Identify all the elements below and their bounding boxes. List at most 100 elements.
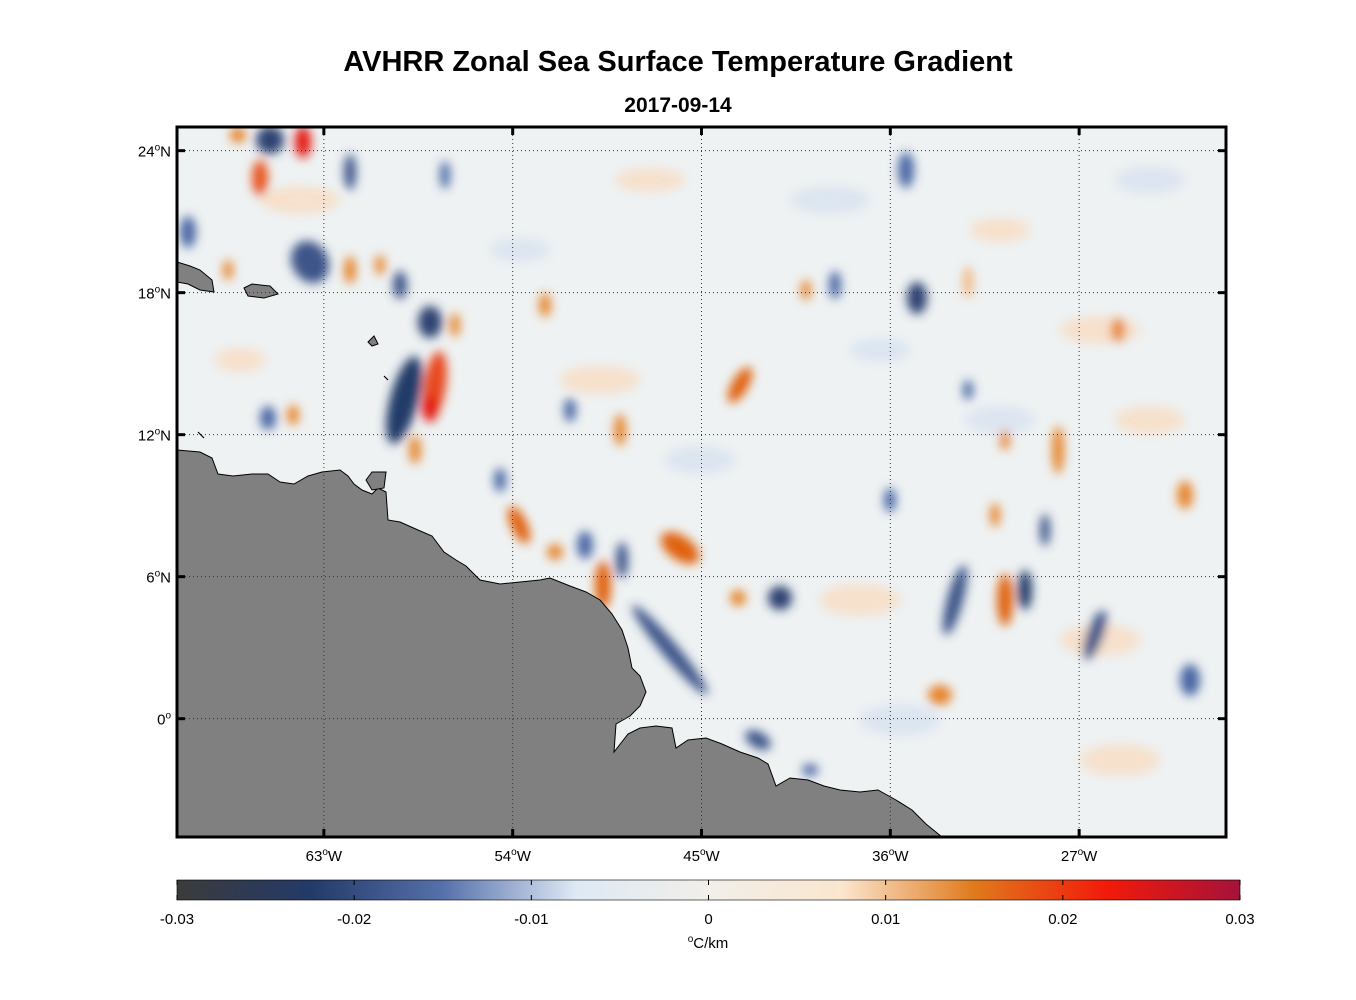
colorbar-tick-label: 0.01 <box>871 911 900 928</box>
plot-area <box>177 127 1226 837</box>
field-patch <box>829 271 841 299</box>
field-patch <box>577 531 593 559</box>
field-patch <box>801 280 811 300</box>
lon-tick-label: 45oW <box>683 847 720 865</box>
island-small-1 <box>383 375 389 381</box>
field-patch <box>665 446 735 474</box>
field-patch <box>409 436 421 464</box>
field-patch <box>180 216 196 248</box>
colorbar-tick-label: 0.02 <box>1048 911 1077 928</box>
field-patch <box>290 240 330 284</box>
field-patch <box>507 506 531 544</box>
field-patch <box>1115 166 1185 194</box>
field-patch <box>1115 406 1185 434</box>
field-patch <box>884 488 896 512</box>
field-patch <box>730 590 746 606</box>
field-patch <box>802 764 818 776</box>
lat-tick-label: 24oN <box>138 143 171 161</box>
lon-tick-label: 36oW <box>872 847 909 865</box>
field-patch <box>295 127 311 158</box>
south-america-land <box>177 449 943 837</box>
field-patch <box>393 271 407 299</box>
field-patch <box>820 584 900 616</box>
field-patch <box>614 414 626 446</box>
degree-mark: o <box>687 934 694 945</box>
field-patch <box>223 260 233 280</box>
field-patch <box>850 338 910 362</box>
field-patch <box>963 266 973 298</box>
field-patch <box>898 152 914 188</box>
field-patch <box>907 282 927 314</box>
gradient-field <box>180 127 1200 776</box>
lat-tick-label: 18oN <box>138 285 171 303</box>
land-masses <box>177 261 943 837</box>
field-patch <box>344 154 356 190</box>
field-patch <box>260 406 276 430</box>
field-patch <box>375 255 385 275</box>
axis-labels: 24oN 18oN 12oN 6oN 0o 63oW 54oW 45oW 36oW 27oW <box>138 143 1098 865</box>
field-patch <box>1180 664 1200 696</box>
field-patch <box>1080 744 1160 776</box>
lat-tick-label: 6oN <box>146 569 171 587</box>
field-patch <box>344 256 356 284</box>
field-patch <box>1018 570 1032 610</box>
field-patch <box>560 366 640 394</box>
colorbar-tick-label: -0.03 <box>160 911 194 928</box>
axis-ticks <box>177 127 1226 837</box>
field-patch <box>418 306 442 338</box>
lat-tick-label: 0o <box>157 711 171 729</box>
field-patch <box>942 565 968 635</box>
units-text: C/km <box>693 935 729 952</box>
island-hispaniola <box>177 261 215 293</box>
field-patch <box>1083 610 1107 660</box>
lon-tick-label: 27oW <box>1061 847 1098 865</box>
map-subtitle: 2017-09-14 <box>624 94 732 117</box>
field-patch <box>616 542 628 578</box>
field-patch <box>1060 316 1140 344</box>
field-patch <box>965 406 1035 434</box>
colorbar: -0.03 -0.02 -0.01 0 0.01 0.02 0.03 <box>160 879 1255 928</box>
lon-tick-label: 63oW <box>306 847 343 865</box>
field-patch <box>1177 481 1193 509</box>
field-patch <box>490 238 550 262</box>
field-patch <box>386 356 422 444</box>
field-patch <box>963 380 973 400</box>
field-patch <box>494 468 506 492</box>
colorbar-tick-label: -0.01 <box>514 911 548 928</box>
field-patch <box>260 186 340 214</box>
field-patch <box>632 605 708 695</box>
field-patch <box>860 704 940 736</box>
field-patch <box>990 503 1000 527</box>
map-graticule <box>177 127 1226 837</box>
island-trinidad <box>365 471 387 491</box>
field-patch <box>768 586 792 610</box>
field-patch <box>928 685 952 705</box>
field-patch <box>287 405 299 425</box>
field-patch <box>440 161 450 189</box>
field-patch <box>422 394 438 422</box>
field-patch <box>547 544 563 560</box>
map-title: AVHRR Zonal Sea Surface Temperature Grad… <box>343 46 1013 78</box>
colorbar-tick-label: 0.03 <box>1225 911 1254 928</box>
field-patch <box>564 398 576 422</box>
lat-tick-label: 12oN <box>138 427 171 445</box>
field-patch <box>727 367 753 403</box>
field-patch <box>790 186 870 214</box>
field-patch <box>745 730 771 750</box>
field-patch <box>595 561 611 609</box>
field-patch <box>1052 426 1064 474</box>
field-patch <box>1040 514 1050 546</box>
field-patch <box>660 532 700 564</box>
field-patch <box>539 293 551 317</box>
colorbar-ticks: -0.03 -0.02 -0.01 0 0.01 0.02 0.03 <box>160 880 1255 928</box>
field-patch <box>615 168 685 192</box>
colorbar-tick-label: -0.02 <box>337 911 371 928</box>
lon-tick-label: 54oW <box>494 847 531 865</box>
field-patch <box>450 313 460 337</box>
field-patch <box>1000 430 1010 450</box>
field-patch <box>230 127 246 143</box>
field-patch <box>252 160 268 196</box>
colorbar-tick-label: 0 <box>704 911 712 928</box>
field-patch <box>215 348 265 372</box>
field-patch <box>256 127 284 154</box>
